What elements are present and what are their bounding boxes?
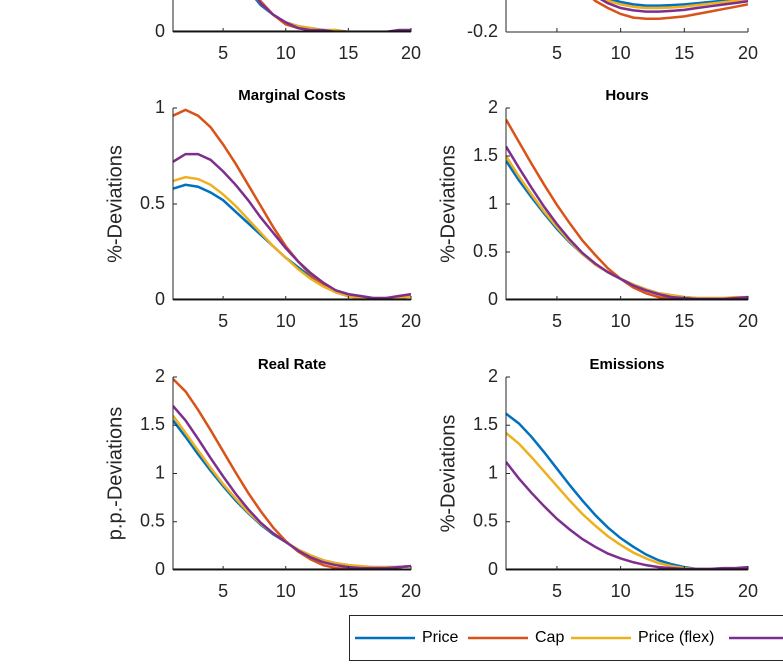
x-tick-label: 10 xyxy=(276,311,296,331)
y-tick-label: 0 xyxy=(155,559,165,579)
series-line xyxy=(506,412,748,570)
x-tick-label: 15 xyxy=(338,581,358,601)
x-tick-label: 20 xyxy=(738,43,758,63)
plot-area xyxy=(592,0,748,21)
y-tick-label: 2 xyxy=(488,366,498,386)
legend-label: Cap xyxy=(535,629,564,646)
x-tick-label: 20 xyxy=(401,311,421,331)
series-line xyxy=(603,0,748,10)
y-tick-label: 1 xyxy=(488,193,498,213)
x-tick-label: 15 xyxy=(338,311,358,331)
series-line xyxy=(258,0,411,32)
series-line xyxy=(506,461,748,570)
x-tick-label: 20 xyxy=(401,43,421,63)
y-tick-label: 2 xyxy=(155,366,165,386)
legend: Price Cap Price (flex) xyxy=(349,615,783,661)
panel: -0.2 5 10 15 20 xyxy=(467,0,758,63)
x-tick-label: 15 xyxy=(674,43,694,63)
series-line xyxy=(599,0,748,13)
x-tick-label: 5 xyxy=(218,311,228,331)
plot-area xyxy=(506,412,748,570)
series-line xyxy=(592,0,748,21)
y-axis-label: %-Deviations xyxy=(437,145,459,263)
series-line xyxy=(173,152,411,300)
x-tick-label: 15 xyxy=(338,43,358,63)
plot-area xyxy=(173,108,411,300)
legend-label: Price (flex) xyxy=(638,629,714,646)
y-tick-label: 0 xyxy=(155,289,165,309)
series-line xyxy=(173,414,411,569)
series-line xyxy=(173,175,411,300)
series-line xyxy=(256,0,411,32)
series-line xyxy=(173,405,411,570)
legend-label: Price xyxy=(422,629,459,646)
x-tick-label: 10 xyxy=(276,581,296,601)
y-tick-label: -0.2 xyxy=(467,21,498,41)
panel-title: Hours xyxy=(605,87,648,104)
y-tick-label: 0.5 xyxy=(140,511,165,531)
plot-area xyxy=(173,0,411,32)
x-tick-label: 10 xyxy=(611,43,631,63)
series-line xyxy=(506,145,748,300)
series-line xyxy=(506,432,748,570)
panel-title: Marginal Costs xyxy=(238,87,346,104)
x-tick-label: 20 xyxy=(401,581,421,601)
series-line xyxy=(173,183,411,300)
y-tick-label: 1.5 xyxy=(140,414,165,434)
x-tick-label: 5 xyxy=(552,311,562,331)
y-tick-label: 1.5 xyxy=(473,145,498,165)
x-tick-label: 10 xyxy=(611,581,631,601)
y-tick-label: 0.5 xyxy=(140,193,165,213)
x-tick-label: 10 xyxy=(276,43,296,63)
x-tick-label: 5 xyxy=(552,581,562,601)
y-axis-label: %-Deviations xyxy=(437,415,459,533)
y-tick-label: 1 xyxy=(488,462,498,482)
x-tick-label: 5 xyxy=(552,43,562,63)
series-line xyxy=(506,155,748,300)
x-tick-label: 20 xyxy=(738,581,758,601)
series-line xyxy=(173,378,411,570)
panel-title: Real Rate xyxy=(258,356,326,373)
y-tick-label: 1 xyxy=(155,462,165,482)
x-tick-label: 5 xyxy=(218,581,228,601)
panel-title: Emissions xyxy=(589,356,664,373)
y-tick-label: 0.5 xyxy=(473,241,498,261)
x-tick-label: 5 xyxy=(218,43,228,63)
panel: 0 0.5 1 1.5 2 5 10 15 20 Emissions %-Deviations xyxy=(437,356,758,601)
y-tick-label: 1 xyxy=(155,97,165,117)
x-tick-label: 20 xyxy=(738,311,758,331)
y-tick-label: 0 xyxy=(155,21,165,41)
x-tick-label: 10 xyxy=(611,311,631,331)
x-tick-label: 15 xyxy=(674,581,694,601)
series-line xyxy=(608,0,745,7)
y-axis-label: p.p.-Deviations xyxy=(104,407,126,540)
y-tick-label: 1.5 xyxy=(473,414,498,434)
y-tick-label: 0.5 xyxy=(473,511,498,531)
plot-area xyxy=(173,378,411,570)
panel: 0 5 10 15 20 xyxy=(155,0,421,63)
y-tick-label: 2 xyxy=(488,97,498,117)
y-tick-label: 0 xyxy=(488,289,498,309)
y-tick-label: 0 xyxy=(488,559,498,579)
x-tick-label: 15 xyxy=(674,311,694,331)
legend-box xyxy=(349,615,783,661)
panel: 0 0.5 1 1.5 2 5 10 15 20 Hours %-Deviations xyxy=(437,87,758,331)
series-line xyxy=(173,108,411,300)
y-axis-label: %-Deviations xyxy=(104,145,126,263)
plot-area xyxy=(506,118,748,300)
panel: 0 0.5 1 1.5 2 5 10 15 20 Real Rate p.p.-Deviations xyxy=(104,356,421,601)
